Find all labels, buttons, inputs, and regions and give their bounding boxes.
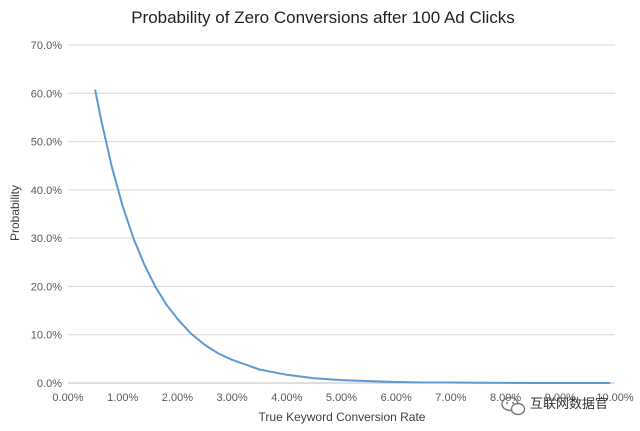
x-tick-label: 9.00%	[545, 392, 576, 404]
chart-title: Probability of Zero Conversions after 10…	[131, 8, 515, 27]
gridlines	[68, 44, 615, 384]
series-layer	[94, 89, 611, 384]
y-tick-label: 0.0%	[37, 378, 62, 390]
y-tick-label: 10.0%	[31, 330, 62, 342]
x-axis-label: True Keyword Conversion Rate	[259, 410, 426, 424]
y-tick-label: 40.0%	[31, 185, 62, 197]
y-tick-label: 50.0%	[31, 137, 62, 149]
y-tick-label: 60.0%	[31, 88, 62, 100]
x-tick-label: 0.00%	[52, 392, 83, 404]
x-axis-ticks: 0.00% 1.00% 2.00% 3.00% 4.00% 5.00% 6.00% 7.00%…	[52, 392, 633, 404]
x-tick-label: 3.00%	[216, 392, 247, 404]
y-tick-label: 70.0%	[31, 40, 62, 52]
x-tick-label: 1.00%	[107, 392, 138, 404]
x-tick-label: 4.00%	[271, 392, 302, 404]
y-tick-label: 30.0%	[31, 233, 62, 245]
watermark-text: 互联网数据官	[530, 396, 608, 412]
x-tick-label: 7.00%	[435, 392, 466, 404]
x-tick-label: 2.00%	[162, 392, 193, 404]
x-tick-label: 10.00%	[596, 392, 634, 404]
y-axis-ticks: 0.0% 10.0% 20.0% 30.0% 40.0% 50.0% 60.0% 70.0%	[31, 40, 62, 390]
y-axis-label: Probability	[8, 185, 22, 241]
watermark: 互联网数据官	[501, 396, 608, 416]
x-tick-label: 6.00%	[381, 392, 412, 404]
x-tick-label: 5.00%	[326, 392, 357, 404]
wechat-icon	[501, 396, 526, 416]
series-line	[94, 89, 611, 384]
y-tick-label: 20.0%	[31, 281, 62, 293]
